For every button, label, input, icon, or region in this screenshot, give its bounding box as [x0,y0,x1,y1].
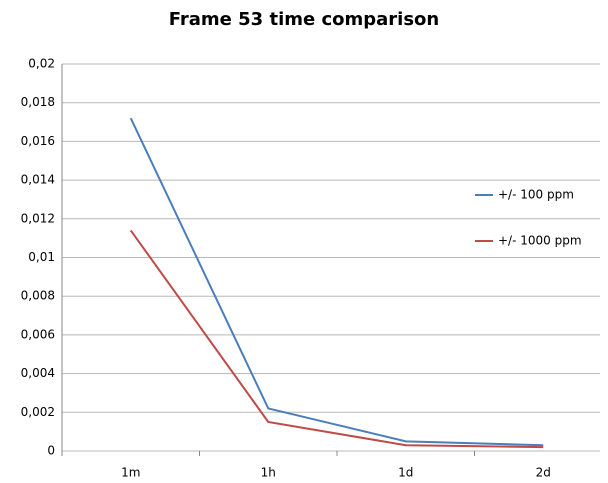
series-line [129,117,544,447]
y-tick-label: 0,002 [21,405,55,419]
y-tick-label: 0,014 [21,173,55,187]
y-tick-label: 0,02 [28,57,55,71]
legend-label: +/- 1000 ppm [498,234,582,248]
x-tick-label: 1d [398,466,413,480]
y-tick-label: 0,016 [21,134,55,148]
x-tick-label: 1m [121,466,140,480]
y-tick-label: 0,012 [21,211,55,225]
x-tick-label: 2d [536,466,551,480]
y-tick-label: 0,004 [21,366,55,380]
y-tick-label: 0,008 [21,289,55,303]
x-tick-label: 1h [261,466,276,480]
series-line [129,229,544,449]
legend-label: +/- 100 ppm [498,188,574,202]
y-tick-label: 0,006 [21,327,55,341]
y-tick-label: 0,018 [21,95,55,109]
y-tick-label: 0 [47,444,55,458]
chart-title: Frame 53 time comparison [169,9,439,30]
y-tick-label: 0,01 [28,250,55,264]
